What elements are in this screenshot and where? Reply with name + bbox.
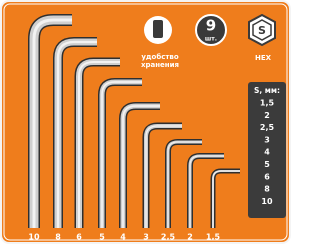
key-label: 4 (120, 233, 126, 242)
key-label: 6 (76, 233, 82, 242)
storage-icon-shape (153, 20, 163, 38)
storage-text: удобство (141, 53, 179, 61)
size-row: 8 (264, 185, 270, 194)
size-row: 4 (264, 148, 270, 157)
size-row: 2 (264, 111, 270, 120)
product-image: удобство хранения 9 шт. S HEX S, мм: 1,5… (0, 0, 291, 244)
count-unit: шт. (205, 36, 217, 43)
hex-label: HEX (255, 54, 272, 62)
size-row: 3 (264, 135, 270, 144)
page: удобство хранения 9 шт. S HEX S, мм: 1,5… (0, 0, 320, 244)
key-label: 3 (143, 233, 149, 242)
size-row: 6 (264, 172, 270, 181)
size-row: 5 (264, 160, 270, 169)
count-number: 9 (206, 17, 216, 35)
key-label: 10 (28, 233, 40, 242)
key-label: 5 (99, 233, 105, 242)
key-label: 1,5 (206, 233, 221, 242)
hex-symbol: S (258, 24, 266, 37)
size-row: 1,5 (260, 99, 275, 108)
key-label: 2 (187, 233, 193, 242)
key-label: 2,5 (161, 233, 176, 242)
size-row: 10 (261, 197, 273, 206)
size-row: 2,5 (260, 123, 275, 132)
key-label: 8 (55, 233, 61, 242)
key-labels: 10 8 6 5 4 3 2,5 2 1,5 (28, 233, 220, 242)
storage-text: хранения (141, 61, 179, 69)
size-table-header: S, мм: (254, 86, 280, 95)
